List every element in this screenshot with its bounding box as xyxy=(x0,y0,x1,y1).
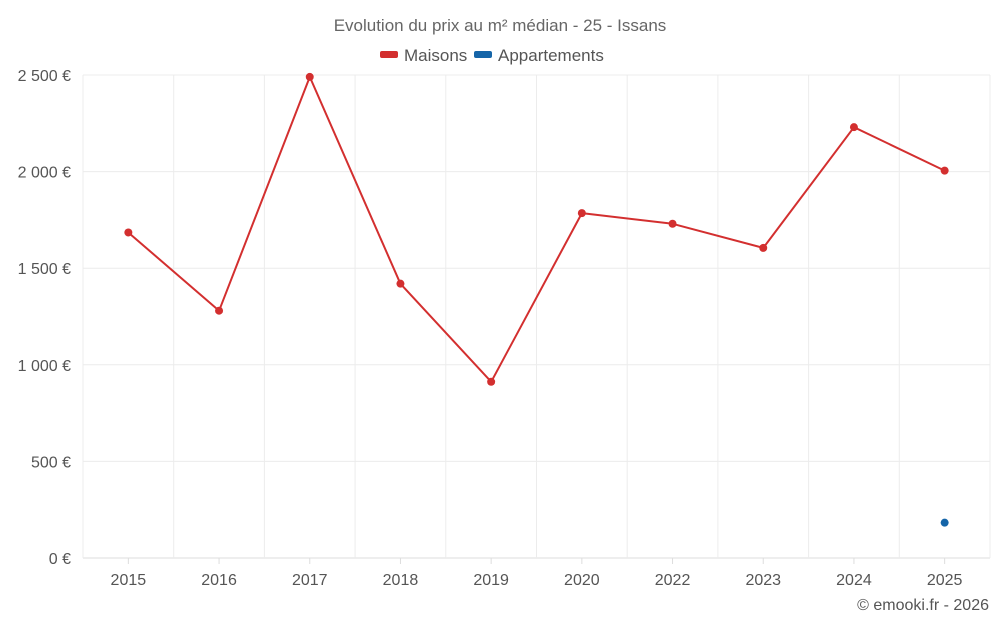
data-point xyxy=(215,306,224,315)
data-point xyxy=(124,228,133,237)
y-tick-label: 1 000 € xyxy=(18,358,71,375)
data-point xyxy=(305,72,314,81)
x-tick-label: 2017 xyxy=(292,572,328,589)
x-tick-label: 2016 xyxy=(201,572,237,589)
x-tick-label: 2025 xyxy=(927,572,963,589)
y-tick-label: 1 500 € xyxy=(18,261,71,278)
legend-swatch-maisons xyxy=(380,51,398,58)
y-tick-label: 2 000 € xyxy=(18,165,71,182)
data-point xyxy=(668,219,677,228)
axis-ticks: 0 € 500 € 1 000 € 1 500 € 2 000 € 2 500 € 2015… xyxy=(18,68,963,589)
chart-title: Evolution du prix au m² médian - 25 - Is… xyxy=(334,16,667,35)
legend-label-appartements: Appartements xyxy=(498,46,604,65)
legend: Maisons Appartements xyxy=(380,46,604,65)
x-tick-label: 2019 xyxy=(473,572,509,589)
data-point xyxy=(396,279,405,288)
data-point xyxy=(940,166,949,175)
x-tick-label: 2015 xyxy=(111,572,147,589)
grid xyxy=(82,74,991,564)
legend-swatch-appartements xyxy=(474,51,492,58)
x-tick-label: 2024 xyxy=(836,572,872,589)
x-tick-label: 2018 xyxy=(383,572,419,589)
data-point xyxy=(487,377,496,386)
data-point xyxy=(577,209,586,218)
data-point xyxy=(940,518,949,527)
x-tick-label: 2023 xyxy=(745,572,781,589)
series-line xyxy=(127,75,946,383)
series-appartements xyxy=(940,518,949,527)
data-point xyxy=(759,243,768,252)
data-point xyxy=(849,123,858,132)
credit-text: © emooki.fr - 2026 xyxy=(857,597,989,614)
legend-label-maisons: Maisons xyxy=(404,46,467,65)
y-tick-label: 500 € xyxy=(31,454,71,471)
series xyxy=(124,72,949,527)
series-maisons xyxy=(124,72,949,386)
y-tick-label: 2 500 € xyxy=(18,68,71,85)
x-tick-label: 2022 xyxy=(655,572,691,589)
x-tick-label: 2020 xyxy=(564,572,600,589)
y-tick-label: 0 € xyxy=(49,551,71,568)
